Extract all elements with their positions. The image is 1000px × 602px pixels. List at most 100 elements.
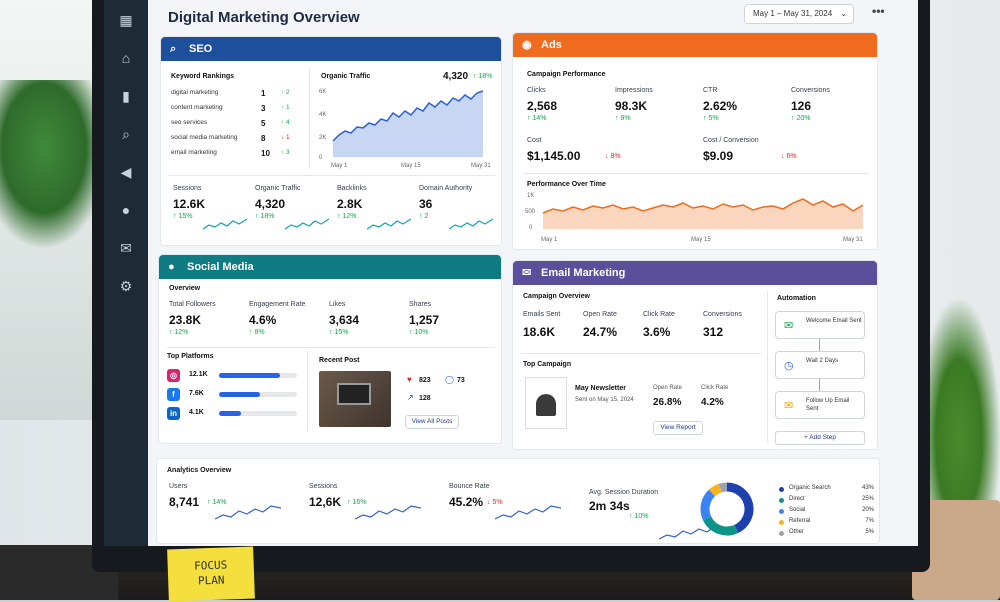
social-metric-value: 4.6% — [249, 313, 277, 327]
keyword-rank: 3 — [261, 104, 266, 113]
social-metric-label: Total Followers — [169, 301, 216, 308]
post-comments: 73 — [457, 377, 465, 384]
keyword-row: content marketing 3 ↑ 1 — [171, 104, 301, 118]
page-title: Digital Marketing Overview — [168, 9, 360, 26]
ads-metric-label: Cost / Conversion — [703, 137, 759, 144]
view-all-posts-button[interactable]: View All Posts — [405, 415, 459, 429]
post-shares: 128 — [419, 395, 431, 402]
seo-kpi-change: ↑ 15% — [173, 213, 193, 220]
keyword-change: ↑ 3 — [281, 149, 290, 156]
organic-traffic-change: ↑ 18% — [473, 73, 493, 80]
settings-icon[interactable]: ⚙ — [119, 277, 133, 294]
platform-bar-fill — [219, 373, 280, 378]
platform-bar-track — [219, 392, 297, 397]
heart-icon: ♥ — [407, 375, 412, 384]
recent-post-title: Recent Post — [319, 357, 360, 364]
social-metric-value: 23.8K — [169, 313, 202, 327]
donut-slice — [708, 483, 722, 497]
keyword-change: ↑ 1 — [281, 104, 290, 111]
email-card: ✉ Email Marketing Campaign Overview Email… — [512, 260, 878, 450]
laptop-graphic — [337, 383, 371, 405]
analytics-metric-change: ↑ 10% — [629, 513, 649, 520]
automation-flow: ✉ Welcome Email Sent ◷ Wait 2 Days ✉ Follow U… — [767, 261, 877, 451]
dashboard-icon[interactable]: ▦ — [119, 11, 133, 28]
platform-row[interactable]: in 4.1K — [167, 407, 302, 423]
add-step-button[interactable]: + Add Step — [775, 431, 865, 445]
legend-name: Social — [789, 507, 806, 513]
seo-header: ⌕ SEO — [161, 37, 501, 61]
keyword-name: seo services — [171, 119, 208, 126]
platform-followers: 12.1K — [189, 371, 208, 378]
platform-bar-track — [219, 411, 297, 416]
automation-step-label: Wait 2 Days — [806, 358, 839, 364]
analytics-metric-value: 45.2% — [449, 495, 484, 509]
seo-kpi-value: 36 — [419, 197, 433, 211]
email-metric-value: 24.7% — [583, 325, 618, 339]
keyword-row: digital marketing 1 ↑ 2 — [171, 89, 301, 103]
automation-connector — [819, 379, 820, 391]
keyword-name: content marketing — [171, 104, 223, 111]
more-options-button[interactable]: ••• — [872, 4, 885, 18]
legend-item: Other 5% — [779, 529, 874, 540]
keyword-change: ↑ 4 — [281, 119, 290, 126]
social-metric-change: ↑ 10% — [409, 329, 429, 336]
seo-kpi-change: ↑ 2 — [419, 213, 429, 220]
platform-followers: 7.6K — [189, 390, 204, 397]
seo-card: ⌕ SEO Keyword Rankings digital marketing 1… — [160, 36, 502, 246]
top-campaign-name: May Newsletter — [575, 385, 626, 392]
analytics-metric-change: ↑ 16% — [347, 499, 367, 506]
main-area: Digital Marketing Overview May 1 – May 3… — [148, 0, 918, 546]
social-metric-value: 3,634 — [329, 313, 360, 327]
seo-kpi-sparkline — [285, 218, 329, 230]
ads-metric-label: Impressions — [615, 87, 653, 94]
keyword-row: seo services 5 ↑ 4 — [171, 119, 301, 133]
legend-item: Social 20% — [779, 507, 874, 518]
mail-icon[interactable]: ✉ — [120, 239, 132, 256]
top-campaign-title: Top Campaign — [523, 361, 572, 368]
keyword-change: ↑ 2 — [281, 89, 290, 96]
automation-step[interactable]: ◷ Wait 2 Days — [775, 351, 865, 379]
analytics-metric-label: Avg. Session Duration — [589, 489, 659, 496]
search-icon[interactable]: ⌕ — [122, 125, 130, 142]
keyword-rank: 5 — [261, 119, 266, 128]
social-metric-change: ↑ 8% — [249, 329, 265, 336]
sidebar: ▦ ⌂ ▮ ⌕ ◀ ● ✉ ⚙ — [104, 0, 148, 546]
legend-dot — [779, 520, 784, 525]
organic-traffic-area — [333, 91, 483, 157]
x-tick: May 15 — [401, 163, 421, 169]
seo-kpi-change: ↑ 18% — [255, 213, 275, 220]
sticky-line-2: PLAN — [197, 573, 225, 588]
email-header: ✉ Email Marketing — [513, 261, 877, 285]
platform-row[interactable]: ◎ 12.1K — [167, 369, 302, 385]
analytics-metric-change: ↑ 14% — [207, 499, 227, 506]
donut-slice — [703, 516, 739, 536]
users-icon[interactable]: ● — [121, 202, 131, 218]
home-icon[interactable]: ⌂ — [121, 50, 131, 66]
automation-step[interactable]: ✉ Welcome Email Sent — [775, 311, 865, 339]
legend-item: Organic Search 43% — [779, 485, 874, 496]
email-metric-value: 18.6K — [523, 325, 556, 339]
performance-chart: 1K 500 0 May 1 May 15 May 31 — [525, 193, 864, 243]
ads-metric-change: ↑ 20% — [791, 115, 811, 122]
keyword-name: digital marketing — [171, 89, 219, 96]
seo-kpi-change: ↑ 12% — [337, 213, 357, 220]
view-report-button[interactable]: View Report — [653, 421, 703, 435]
keyword-name: social media marketing — [171, 134, 238, 141]
megaphone-icon[interactable]: ◀ — [120, 163, 132, 180]
automation-step[interactable]: ✉ Follow Up Email Sent — [775, 391, 865, 419]
newsletter-thumbnail — [525, 377, 567, 429]
y-tick: 4K — [319, 112, 326, 118]
comment-icon: ◯ — [445, 375, 454, 384]
analytics-icon[interactable]: ▮ — [122, 87, 130, 104]
recent-post-image[interactable] — [319, 371, 391, 427]
platform-row[interactable]: f 7.6K — [167, 388, 302, 404]
top-platforms-title: Top Platforms — [167, 353, 214, 360]
chevron-down-icon: ⌄ — [840, 9, 847, 18]
analytics-sparkline — [355, 505, 421, 520]
legend-dot — [779, 509, 784, 514]
ads-header: ◉ Ads — [513, 33, 877, 57]
keyword-row: social media marketing 8 ↓ 1 — [171, 134, 301, 148]
analytics-metric-value: 2m 34s — [589, 499, 630, 513]
social-metric-change: ↑ 15% — [329, 329, 349, 336]
date-range-picker[interactable]: May 1 – May 31, 2024 ⌄ — [744, 4, 854, 24]
